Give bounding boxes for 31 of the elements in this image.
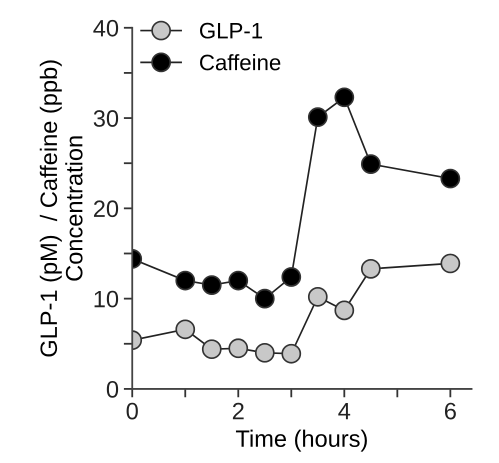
x-tick-label: 0: [126, 402, 138, 420]
x-axis-title: Time (hours): [236, 430, 367, 452]
point: [334, 87, 354, 108]
point: [175, 270, 196, 290]
x-tick-label: 6: [444, 402, 456, 420]
point: [360, 258, 381, 279]
legend-label: GLP-1: [200, 22, 262, 39]
y-tick-label: 20: [94, 200, 118, 218]
point: [228, 270, 248, 290]
x-tick-label: 2: [232, 402, 244, 420]
point: [440, 168, 460, 188]
point: [308, 107, 328, 128]
y-axis-title: GLP-1 (pM) / Caffeine (ppb) Concentration: [40, 60, 83, 357]
point: [175, 319, 196, 340]
y-tick-label: 0: [106, 380, 118, 398]
point: [308, 286, 328, 307]
y-tick-label: 10: [94, 290, 118, 308]
y-tick-label: 40: [93, 20, 118, 37]
point: [202, 275, 222, 295]
point: [228, 338, 248, 358]
legend-label: Caffeine: [200, 54, 280, 70]
point: [360, 154, 381, 174]
point: [202, 339, 222, 360]
point: [254, 288, 275, 308]
x-tick-label: 4: [338, 402, 350, 420]
point: [281, 267, 302, 287]
point: [254, 342, 275, 363]
point: [334, 300, 354, 320]
point: [440, 254, 460, 274]
point: [281, 344, 302, 364]
y-tick-label: 30: [94, 110, 118, 127]
